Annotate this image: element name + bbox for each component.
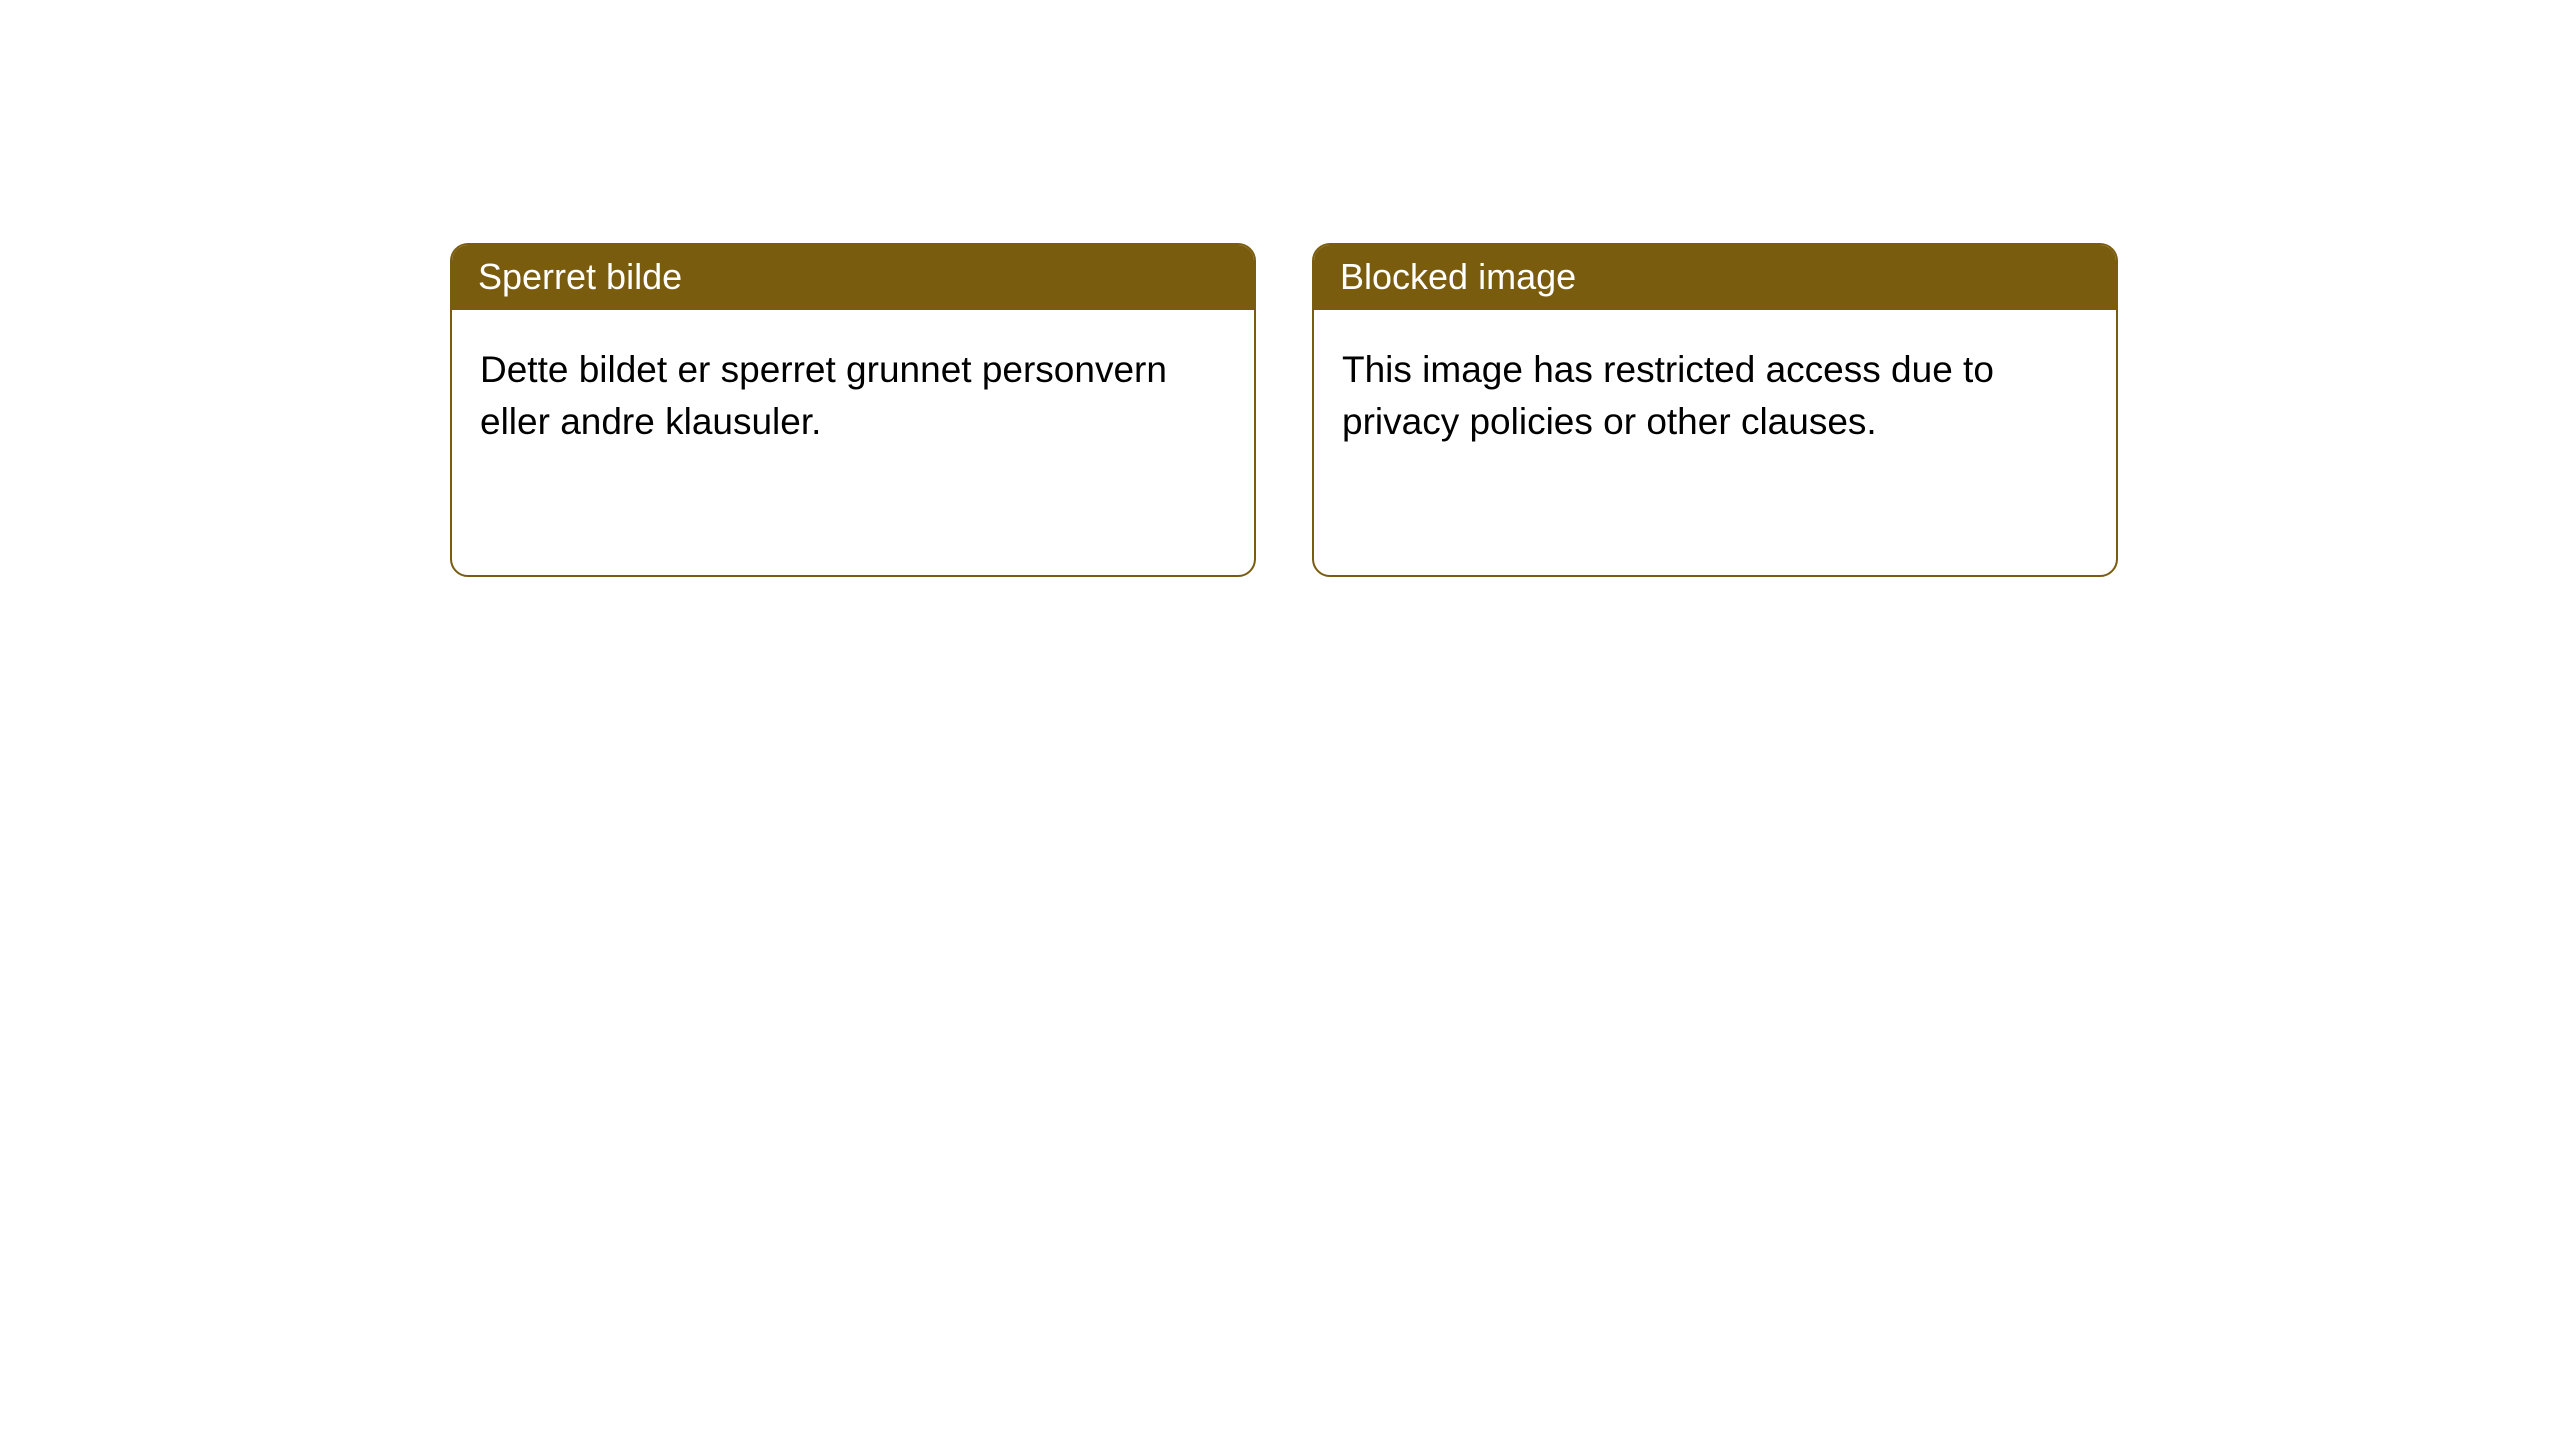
card-message: This image has restricted access due to … (1342, 349, 1994, 442)
blocked-image-card-en: Blocked image This image has restricted … (1312, 243, 2118, 577)
notice-container: Sperret bilde Dette bildet er sperret gr… (0, 0, 2560, 577)
blocked-image-card-no: Sperret bilde Dette bildet er sperret gr… (450, 243, 1256, 577)
card-body: This image has restricted access due to … (1314, 310, 2116, 482)
card-title: Sperret bilde (478, 256, 682, 297)
card-body: Dette bildet er sperret grunnet personve… (452, 310, 1254, 482)
card-header: Blocked image (1314, 245, 2116, 310)
card-header: Sperret bilde (452, 245, 1254, 310)
card-message: Dette bildet er sperret grunnet personve… (480, 349, 1167, 442)
card-title: Blocked image (1340, 256, 1576, 297)
